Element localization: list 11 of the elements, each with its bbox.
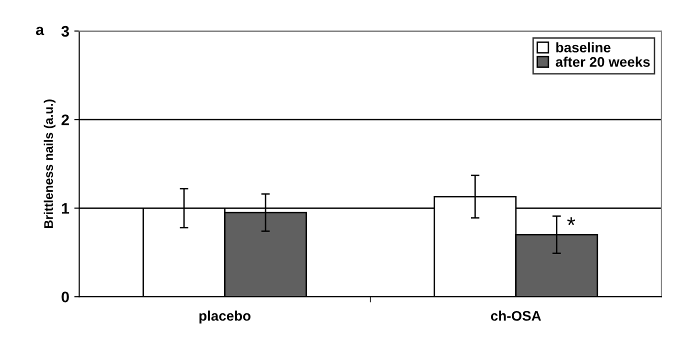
y-tick-label: 1 xyxy=(62,203,70,214)
x-tick-label: ch-OSA xyxy=(490,310,541,321)
legend-label: after 20 weeks xyxy=(556,56,650,67)
legend-label: baseline xyxy=(556,42,610,52)
y-tick-label: 3 xyxy=(61,26,69,37)
y-axis-title: Brittleness nails (a.u.) xyxy=(44,100,56,228)
chart-title: a xyxy=(36,26,44,36)
y-tick-label: 0 xyxy=(62,292,69,302)
annotation: * xyxy=(567,217,576,226)
x-tick-label: placebo xyxy=(199,310,250,324)
y-tick-label: 2 xyxy=(62,114,69,126)
